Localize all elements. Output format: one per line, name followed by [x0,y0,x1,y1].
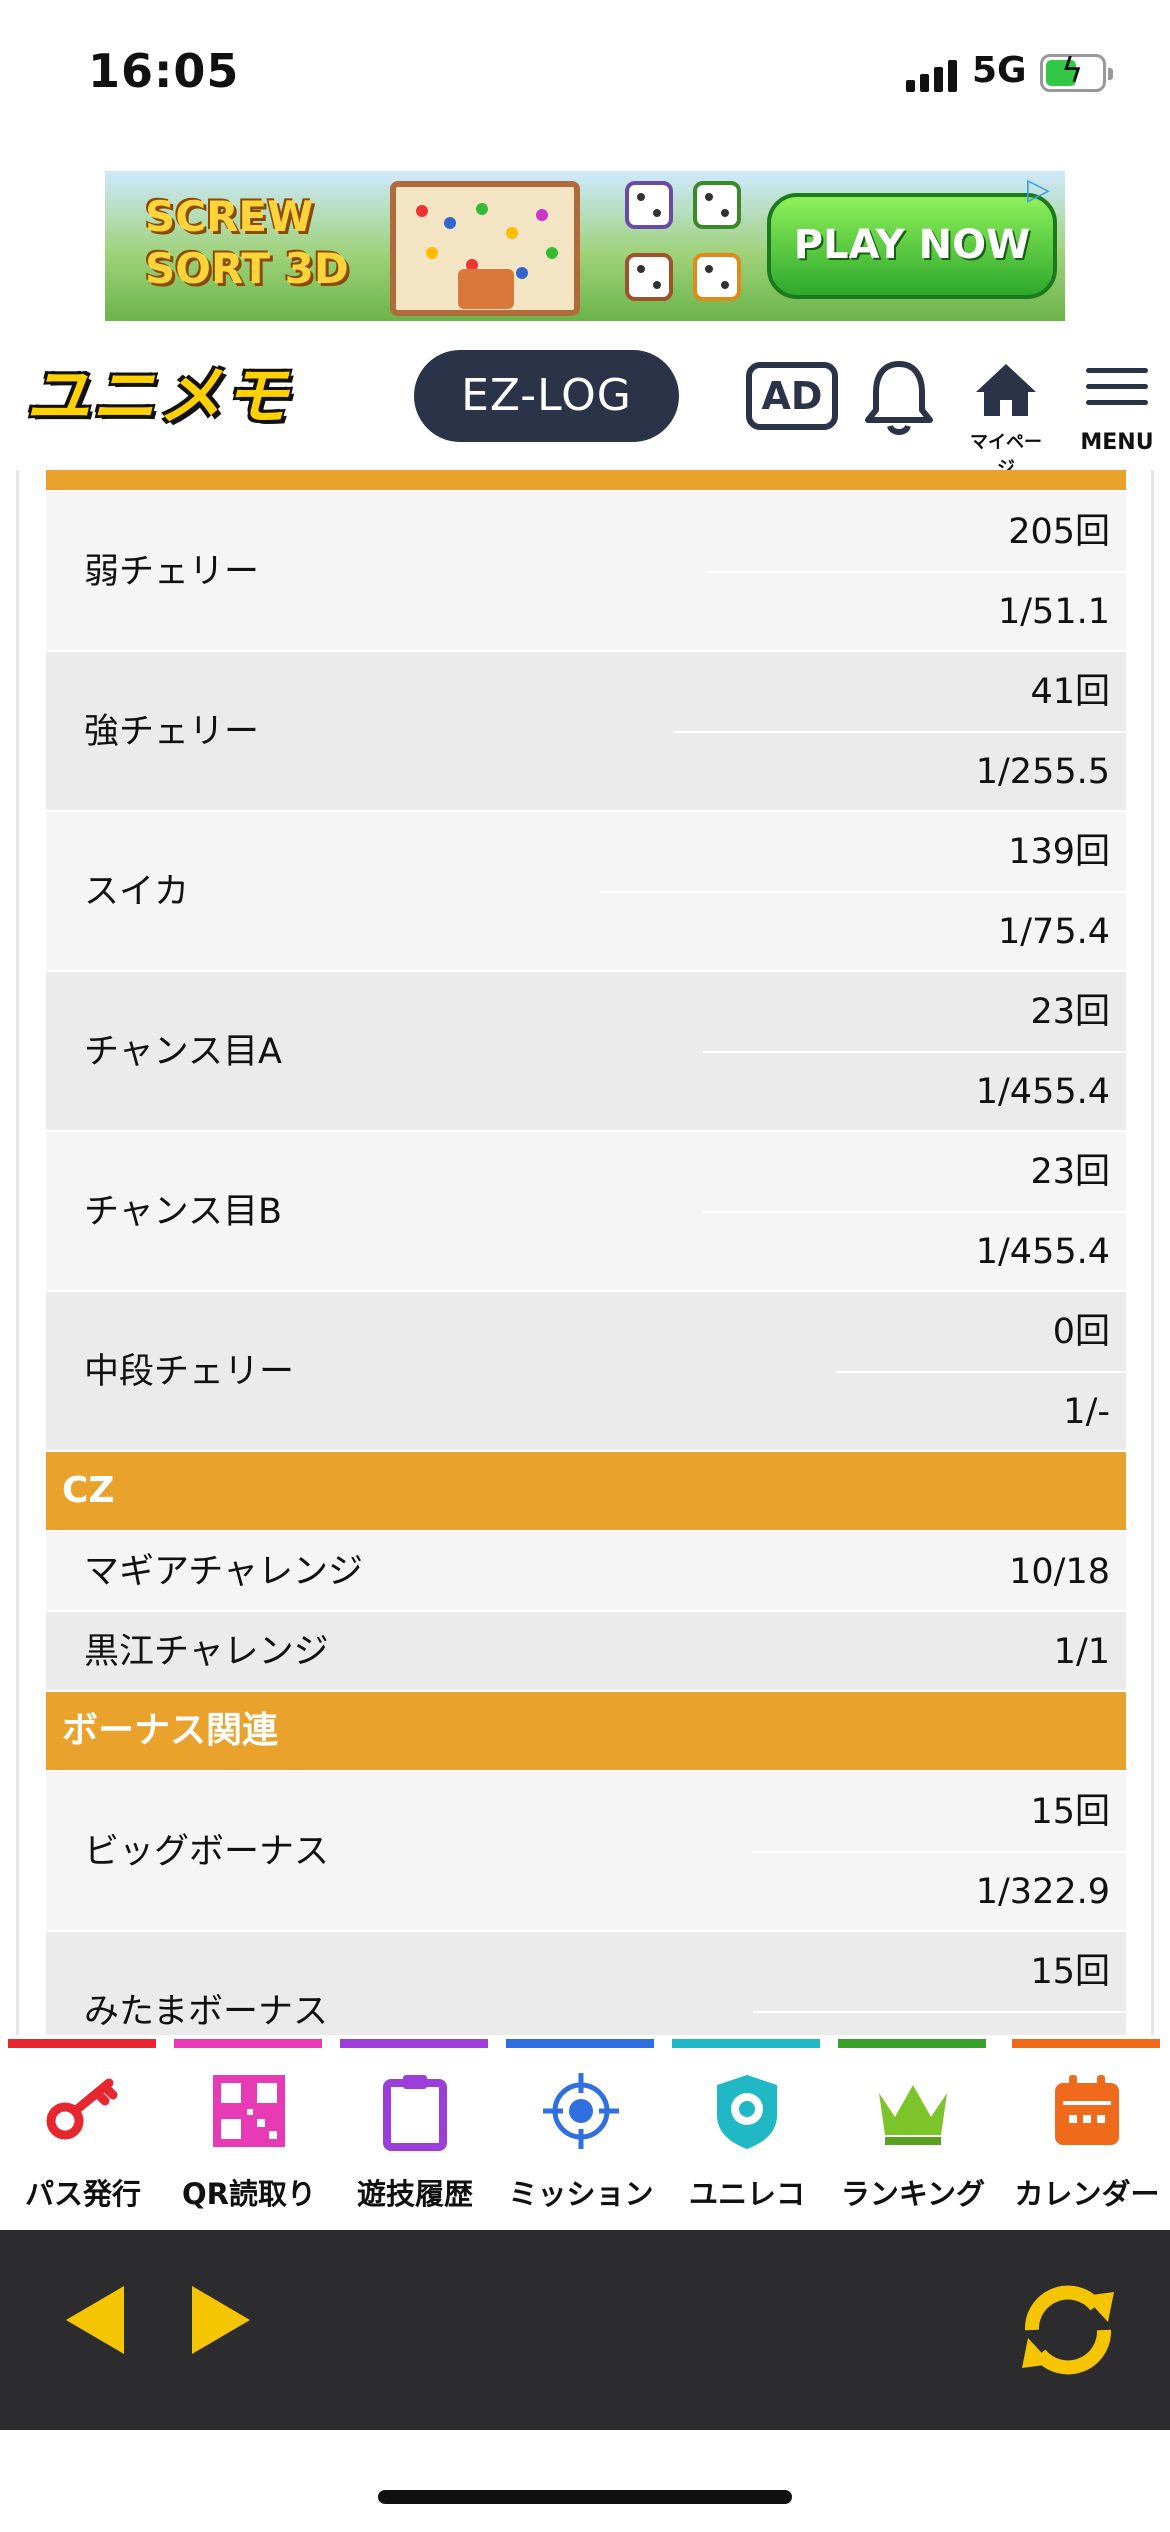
ad-title: SCREW SORT 3D [145,192,349,293]
tab-unireco[interactable]: ユニレコ [672,2035,822,2230]
signal-icon [906,58,958,92]
stat-row: 中段チェリー 0回 1/- [46,1292,1126,1452]
mypage-button[interactable]: マイページ [962,358,1050,479]
ad-play-now-button[interactable]: PLAY NOW [767,193,1057,299]
dice-icon [625,253,673,301]
section-header-bonus: ボーナス関連 [46,1692,1126,1770]
notification-bell-icon[interactable] [862,358,936,440]
charging-bolt-icon: ϟ [1061,51,1084,91]
section-header-cz: CZ [46,1452,1126,1530]
site-logo[interactable]: ユニメモ [26,360,290,434]
stat-row: マギアチャレンジ 10/18 [46,1532,1126,1612]
network-type: 5G [972,50,1027,91]
bottom-tab-bar: パス発行 QR読取り 遊技履歴 ミッション [0,2035,1170,2230]
ez-log-button[interactable]: EZ-LOG [414,350,679,442]
stat-row: 黒江チャレンジ 1/1 [46,1612,1126,1692]
dice-icon [625,181,673,229]
tab-ranking[interactable]: ランキング [838,2035,988,2230]
crown-icon [879,2085,947,2145]
browser-toolbar [0,2230,1170,2430]
tab-history[interactable]: 遊技履歴 [340,2035,490,2230]
stat-row: 強チェリー 41回 1/255.5 [46,652,1126,812]
unireco-icon [717,2075,777,2149]
ad-button[interactable]: AD [746,362,838,430]
target-icon [543,2073,619,2149]
tab-mission[interactable]: ミッション [506,2035,656,2230]
qr-code-icon [213,2075,285,2147]
ad-banner[interactable]: SCREW SORT 3D PLAY NOW ▷ [105,171,1065,321]
tab-qr[interactable]: QR読取り [174,2035,324,2230]
back-arrow-icon[interactable] [60,2280,130,2360]
battery-level [1046,60,1076,86]
tab-calendar[interactable]: カレンダー [1012,2035,1162,2230]
stat-row: チャンス目A 23回 1/455.4 [46,972,1126,1132]
forward-arrow-icon[interactable] [186,2280,256,2360]
calendar-icon [1055,2075,1119,2145]
reload-icon[interactable] [1010,2272,1126,2388]
stat-row: 弱チェリー 205回 1/51.1 [46,492,1126,652]
ad-choices-icon[interactable]: ▷ [1027,172,1051,207]
home-icon [976,364,1036,416]
status-bar: 16:05 5G ϟ [0,0,1170,150]
status-time: 16:05 [88,44,240,98]
stats-content[interactable]: 弱チェリー 205回 1/51.1 強チェリー 41回 1/255.5 スイカ … [16,470,1154,2035]
dice-icon [693,253,741,301]
section-header-top [46,470,1126,490]
dice-icon [693,181,741,229]
battery-icon: ϟ [1040,51,1113,92]
tab-pass[interactable]: パス発行 [8,2035,158,2230]
stat-row: ビッグボーナス 15回 1/322.9 [46,1772,1126,1932]
stat-row: スイカ 139回 1/75.4 [46,812,1126,972]
home-indicator [378,2490,792,2504]
menu-button[interactable]: MENU [1078,360,1156,456]
menu-label: MENU [1080,430,1154,455]
ad-game-board-image [390,181,580,316]
stat-row: チャンス目B 23回 1/455.4 [46,1132,1126,1292]
stat-row: みたまボーナス 15回 [46,1932,1126,2035]
clipboard-icon [383,2075,447,2151]
key-icon [46,2078,118,2140]
top-navigation: ユニメモ EZ-LOG AD マイページ MENU [0,330,1170,479]
